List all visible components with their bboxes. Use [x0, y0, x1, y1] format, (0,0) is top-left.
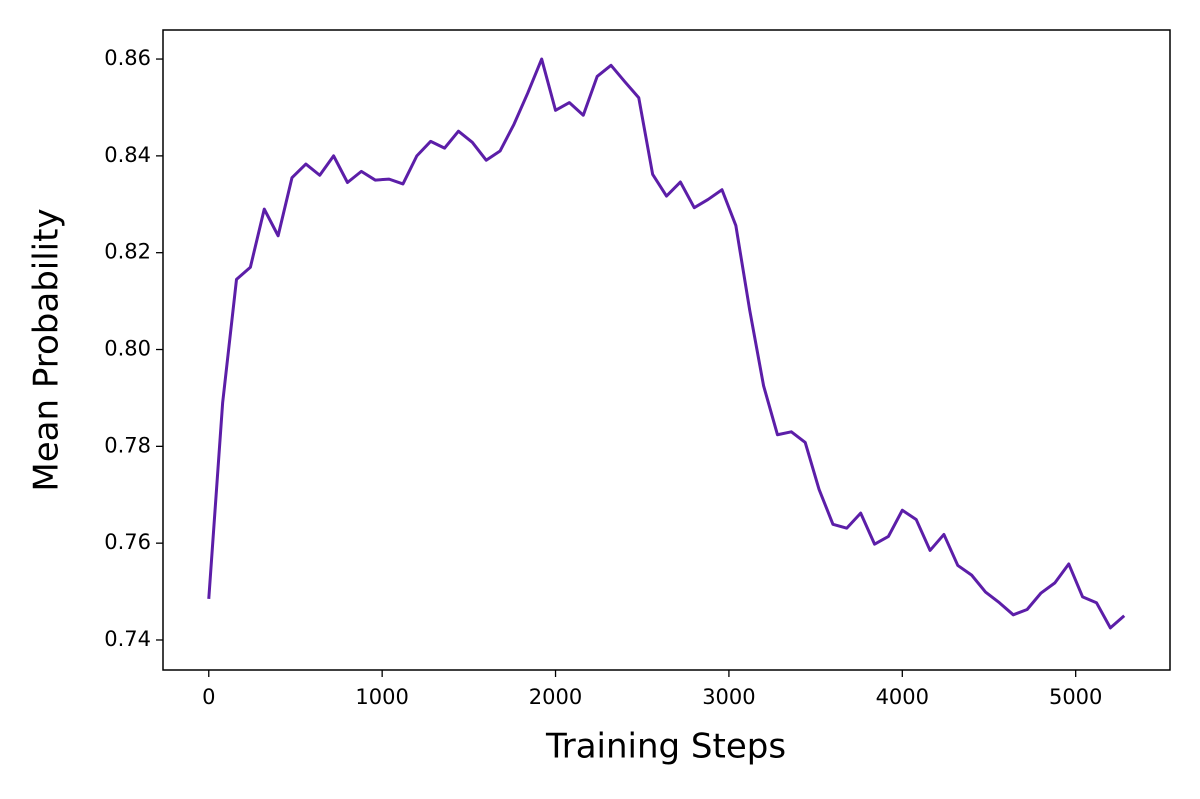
y-axis-label: Mean Probability	[27, 208, 67, 491]
x-tick-label: 5000	[1049, 685, 1102, 709]
y-tick-label: 0.74	[104, 627, 151, 651]
y-tick-label: 0.78	[104, 433, 151, 457]
x-tick-label: 0	[202, 685, 215, 709]
y-tick-label: 0.84	[104, 143, 151, 167]
y-tick-label: 0.80	[104, 337, 151, 361]
y-tick-label: 0.86	[104, 46, 151, 70]
x-axis-label: Training Steps	[545, 727, 786, 767]
x-tick-label: 1000	[355, 685, 408, 709]
y-tick-label: 0.76	[104, 530, 151, 554]
y-tick-label: 0.82	[104, 240, 151, 264]
plot-frame	[162, 29, 1171, 671]
x-tick-label: 3000	[702, 685, 755, 709]
x-tick-label: 2000	[529, 685, 582, 709]
x-tick-label: 4000	[876, 685, 929, 709]
line-series	[207, 57, 1126, 630]
